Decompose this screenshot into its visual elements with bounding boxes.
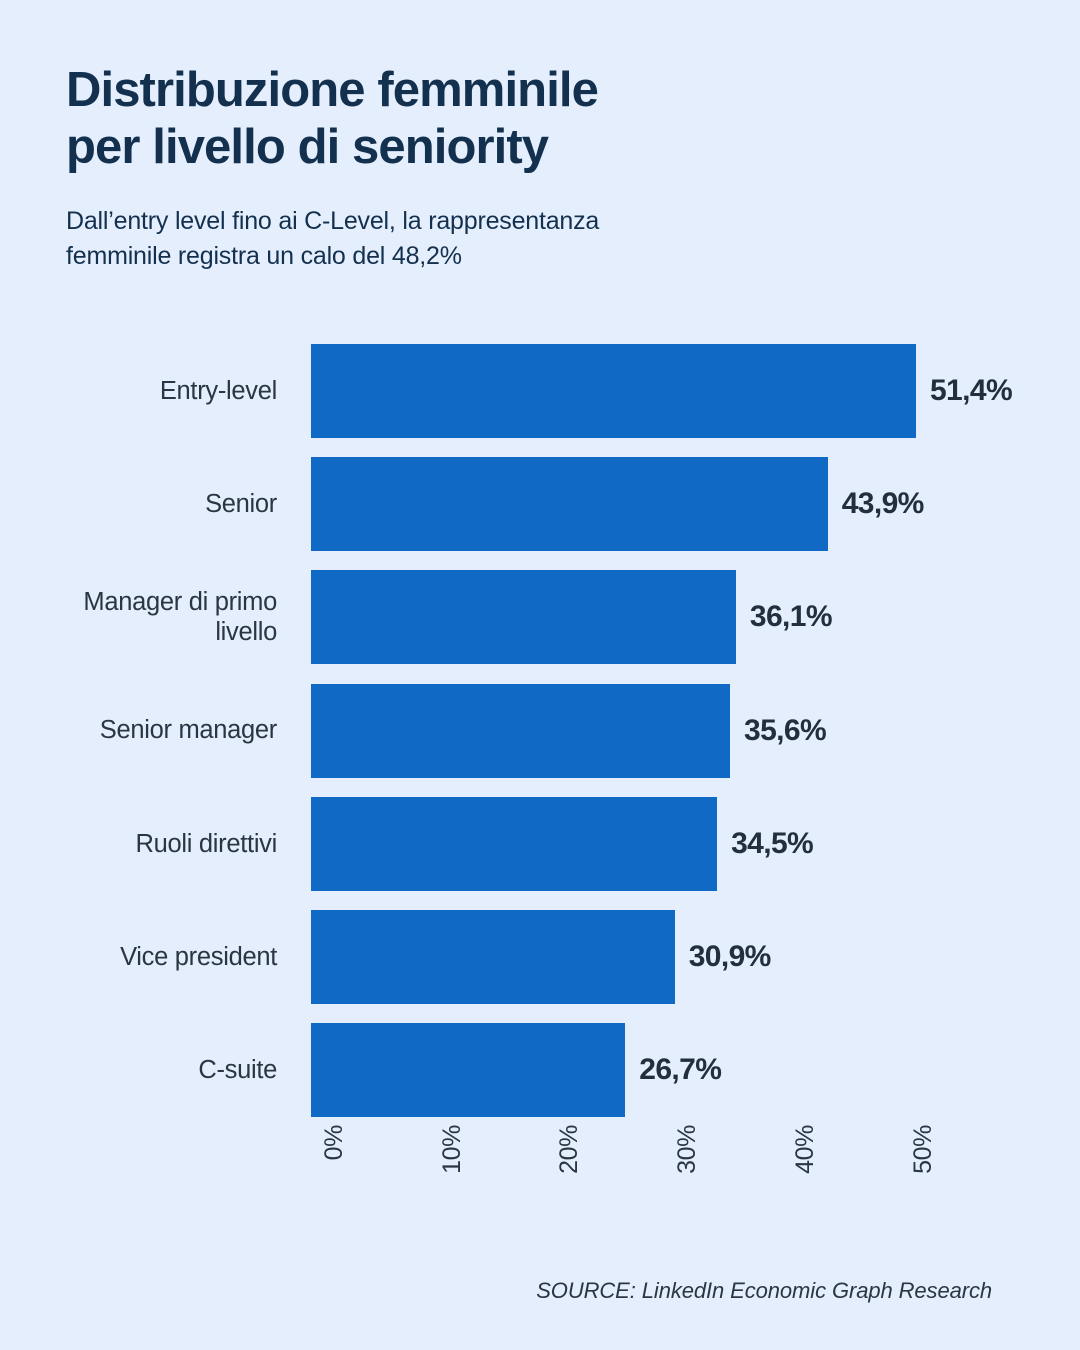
bar [311, 683, 730, 778]
x-axis-tick-label: 50% [908, 1125, 937, 1174]
category-label: Manager di primo livello [83, 587, 277, 647]
bar [311, 796, 718, 891]
page-title: Distribuzione femminile per livello di s… [66, 63, 599, 174]
x-axis-tick-label: 20% [555, 1125, 584, 1174]
x-axis-tick-label: 30% [673, 1125, 702, 1174]
category-label: Vice president [120, 942, 277, 971]
bar-value-label: 30,9% [688, 940, 772, 973]
plot-area: 51,4% 43,9% 36,1% 35,6% 34,5% 30,9% 26,7% [311, 344, 1013, 1118]
bar [311, 1023, 626, 1118]
category-label: C-suite [198, 1055, 277, 1084]
category-label: Entry-level [159, 376, 277, 405]
bar [311, 910, 675, 1004]
page-subtitle: Dall’entry level fino ai C-Level, la rap… [66, 206, 600, 271]
x-axis-tick-label: 0% [320, 1125, 348, 1161]
x-axis: 0% 10% 20% 30% 40% 50% [311, 1125, 1011, 1225]
bar [311, 344, 916, 438]
bar-value-label: 43,9% [841, 487, 925, 521]
bar-value-label: 51,4% [929, 374, 1013, 407]
bar-chart: Entry-level Senior Manager di primo livell… [0, 330, 1080, 1130]
bar [311, 457, 828, 552]
bar-value-label: 35,6% [744, 713, 827, 747]
bar-value-label: 26,7% [639, 1053, 722, 1087]
category-axis: Entry-level Senior Manager di primo livell… [0, 344, 296, 1114]
bar-value-label: 36,1% [749, 600, 833, 634]
bar [311, 570, 736, 665]
category-label: Ruoli direttivi [135, 829, 278, 858]
source-note: SOURCE: LinkedIn Economic Graph Research [536, 1278, 992, 1303]
bar-value-label: 34,5% [731, 826, 814, 860]
x-axis-tick-label: 40% [790, 1125, 819, 1174]
category-label: Senior manager [99, 716, 278, 745]
x-axis-tick-label: 10% [437, 1125, 466, 1174]
category-label: Senior [205, 489, 277, 518]
header: Distribuzione femminile per livello di s… [66, 62, 966, 275]
